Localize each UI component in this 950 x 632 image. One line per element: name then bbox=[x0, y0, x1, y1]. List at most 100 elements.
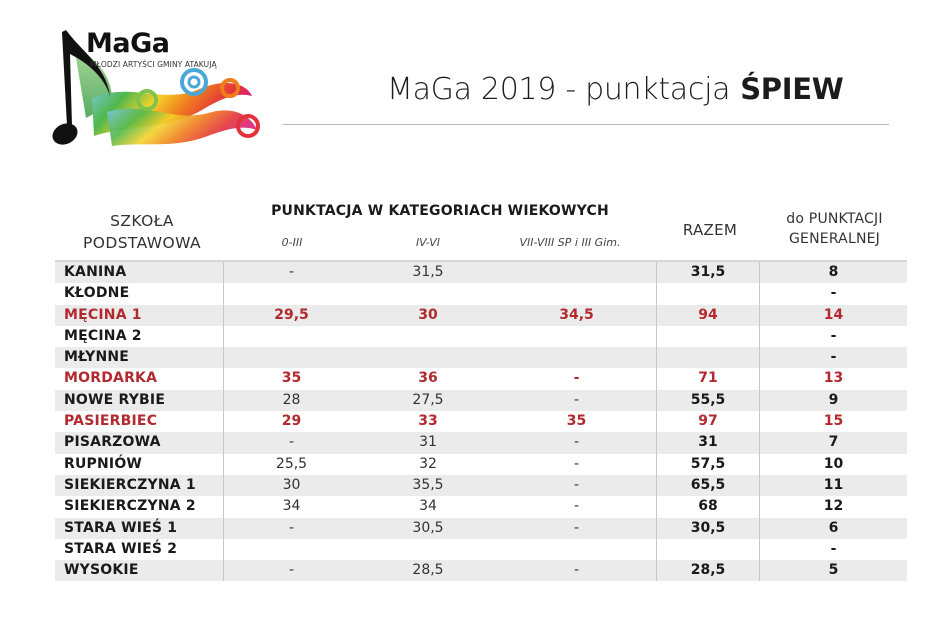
score-0-iii-cell bbox=[224, 539, 359, 560]
table-row: WYSOKIE -28,5-28,5 5 bbox=[55, 560, 907, 582]
score-0-iii-cell: 30 bbox=[282, 476, 301, 493]
score-vii-viii-cell: - bbox=[497, 496, 657, 518]
table-row: MORDARKA 35 36 -71 13 bbox=[55, 368, 907, 390]
school-name-cell: KŁODNE bbox=[55, 283, 224, 305]
score-vii-viii-cell: - bbox=[497, 474, 657, 497]
school-name-cell: RUPNIÓW bbox=[55, 453, 224, 475]
music-note-rainbow-swirl-icon bbox=[52, 30, 260, 146]
general-points-cell: - bbox=[830, 285, 837, 302]
score-iv-vi-cell: 30,5 bbox=[412, 519, 444, 536]
page-title: MaGa 2019 - punktacja ŚPIEW bbox=[387, 72, 844, 107]
score-iv-vi-cell bbox=[359, 326, 497, 347]
table-top-border bbox=[55, 260, 907, 262]
total-cell bbox=[657, 283, 760, 305]
school-name-cell: MORDARKA bbox=[55, 368, 224, 390]
total-cell: 30,5 bbox=[657, 517, 760, 539]
score-0-iii-cell: - bbox=[288, 519, 295, 536]
school-name-cell: NOWE RYBIE bbox=[55, 389, 224, 412]
table-row: STARA WIEŚ 1-30,5-30,5 6 bbox=[55, 517, 907, 539]
general-points-cell: 5 bbox=[828, 562, 839, 579]
total-cell: 71 bbox=[657, 368, 760, 390]
score-0-iii-cell: 34 bbox=[282, 498, 301, 515]
score-iv-vi-cell: 35,5 bbox=[412, 476, 444, 493]
score-vii-viii-cell: - bbox=[497, 560, 657, 582]
score-table: KANINA - 31,5 31,5 8 KŁODNE - MĘCINA 1 29,5 30 34,… bbox=[55, 262, 907, 582]
score-iv-vi-cell: 33 bbox=[418, 413, 438, 430]
table-row: NOWE RYBIE 28 27,5 -55,5 9 bbox=[55, 389, 907, 412]
score-iv-vi-cell: 36 bbox=[418, 370, 438, 387]
score-iv-vi-cell bbox=[359, 539, 497, 560]
general-points-cell: 15 bbox=[823, 413, 844, 430]
total-cell: 31 bbox=[657, 432, 760, 454]
score-vii-viii-cell bbox=[497, 262, 657, 284]
score-vii-viii-cell bbox=[497, 347, 657, 369]
header-school: SZKOŁA PODSTAWOWA bbox=[62, 210, 222, 254]
table-row: SIEKIERCZYNA 1 30 35,5 -65,5 11 bbox=[55, 474, 907, 497]
school-name-cell: SIEKIERCZYNA 2 bbox=[55, 496, 224, 518]
table-row: MĘCINA 2 - bbox=[55, 325, 907, 348]
total-cell: 65,5 bbox=[657, 474, 760, 497]
header-general-line2: GENERALNEJ bbox=[789, 231, 880, 247]
general-points-cell: 8 bbox=[828, 264, 839, 280]
header-category-0-iii: 0-III bbox=[281, 236, 303, 249]
score-vii-viii-cell: - bbox=[497, 368, 657, 390]
score-vii-viii-cell bbox=[497, 283, 657, 305]
general-points-cell: 10 bbox=[823, 455, 844, 472]
total-cell: 57,5 bbox=[657, 453, 760, 475]
score-iv-vi-cell: 31,5 bbox=[412, 264, 444, 280]
table-row: MŁYNNE - bbox=[55, 347, 907, 369]
header-age-categories-group: PUNKTACJA W KATEGORIACH WIEKOWYCH bbox=[271, 203, 609, 219]
score-vii-viii-cell: - bbox=[497, 432, 657, 454]
table-row: MĘCINA 1 29,5 30 34,5 94 14 bbox=[55, 304, 907, 326]
header-general-line1: do PUNKTACJI bbox=[786, 211, 883, 227]
header-general: do PUNKTACJI GENERALNEJ bbox=[762, 209, 907, 249]
score-iv-vi-cell bbox=[359, 347, 497, 368]
score-vii-viii-cell: - bbox=[497, 517, 657, 539]
general-points-cell: - bbox=[830, 540, 837, 557]
general-points-cell: 11 bbox=[823, 476, 844, 493]
logo-subtitle: MŁODZI ARTYŚCI GMINY ATAKUJĄ bbox=[90, 60, 217, 69]
school-name-cell: KANINA bbox=[55, 262, 224, 284]
logo-title: MaGa bbox=[86, 28, 170, 59]
score-vii-viii-cell bbox=[497, 325, 657, 348]
header-school-line2: PODSTAWOWA bbox=[83, 234, 201, 252]
general-points-cell: 9 bbox=[828, 391, 839, 408]
score-0-iii-cell: 28 bbox=[282, 391, 301, 408]
score-0-iii-cell: 29 bbox=[281, 413, 302, 430]
score-0-iii-cell: - bbox=[288, 264, 295, 280]
score-iv-vi-cell: 32 bbox=[419, 455, 437, 472]
header-total: RAZEM bbox=[682, 221, 738, 239]
score-0-iii-cell: 35 bbox=[281, 370, 302, 387]
header-category-iv-vi: IV-VI bbox=[415, 236, 441, 249]
score-vii-viii-cell: - bbox=[497, 453, 657, 475]
table-row: STARA WIEŚ 2 - bbox=[55, 538, 907, 561]
general-points-cell: 7 bbox=[828, 434, 839, 451]
score-0-iii-cell bbox=[224, 326, 359, 347]
school-name-cell: STARA WIEŚ 2 bbox=[55, 538, 224, 561]
total-cell: 97 bbox=[657, 411, 760, 433]
score-iv-vi-cell: 34 bbox=[419, 498, 437, 515]
school-name-cell: PASIERBIEC bbox=[55, 411, 224, 433]
total-cell: 28,5 bbox=[657, 560, 760, 582]
table-row: SIEKIERCZYNA 2 34 34 -68 12 bbox=[55, 496, 907, 518]
page-title-text: MaGa 2019 - punktacja bbox=[387, 72, 731, 107]
header-school-line1: SZKOŁA bbox=[110, 212, 174, 230]
page-title-category: ŚPIEW bbox=[740, 72, 844, 106]
table-row: PISARZOWA -31-31 7 bbox=[55, 432, 907, 454]
school-name-cell: STARA WIEŚ 1 bbox=[55, 517, 224, 539]
score-vii-viii-cell: 34,5 bbox=[497, 304, 657, 326]
general-points-cell: 14 bbox=[823, 306, 844, 323]
total-cell bbox=[657, 538, 760, 561]
school-name-cell: MŁYNNE bbox=[55, 347, 224, 369]
total-cell: 31,5 bbox=[657, 262, 760, 284]
general-points-cell: 6 bbox=[828, 519, 839, 536]
table-row: KANINA - 31,5 31,5 8 bbox=[55, 262, 907, 284]
school-name-cell: SIEKIERCZYNA 1 bbox=[55, 474, 224, 497]
score-0-iii-cell bbox=[224, 283, 359, 304]
score-0-iii-cell bbox=[224, 347, 359, 368]
score-iv-vi-cell: 31 bbox=[419, 434, 437, 451]
total-cell: 68 bbox=[657, 496, 760, 518]
total-cell: 94 bbox=[657, 304, 760, 326]
score-0-iii-cell: - bbox=[288, 562, 295, 579]
score-iv-vi-cell bbox=[359, 283, 497, 304]
